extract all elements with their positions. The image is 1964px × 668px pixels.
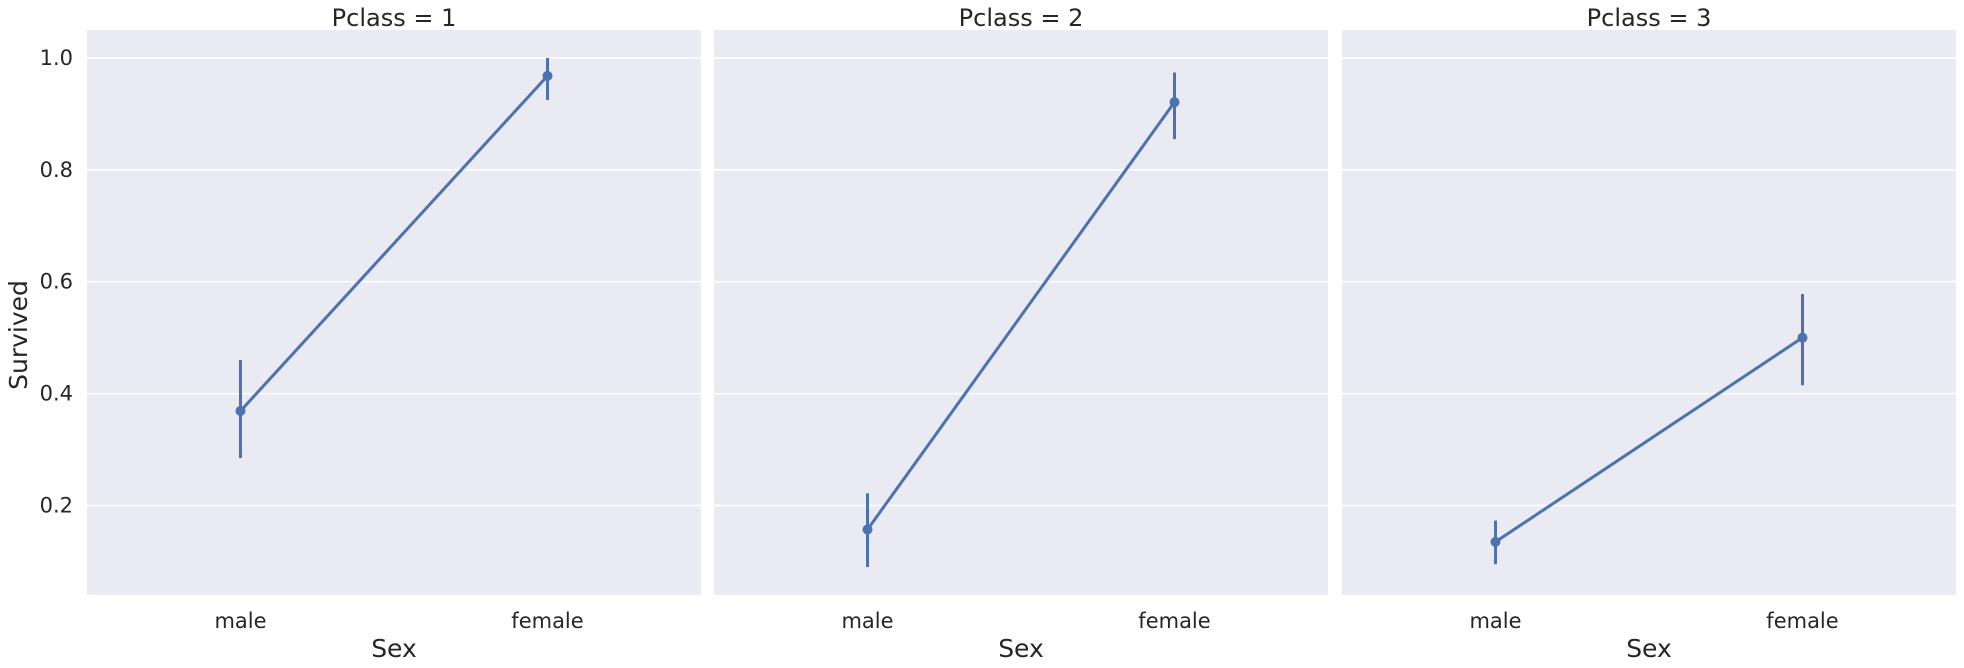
panel-title: Pclass = 3 [1587, 4, 1712, 32]
facet-panel-1: Pclass = 1 male female Sex 0.2 0.4 0.6 0.8 1.0 [40, 4, 701, 663]
plot-background [87, 30, 701, 595]
series-line [239, 74, 549, 413]
data-point-male [862, 524, 873, 535]
y-axis-label: Survived [4, 280, 33, 390]
x-tick-label: female [1138, 609, 1210, 633]
y-tick-label: 0.6 [40, 270, 73, 294]
data-point-female [542, 70, 553, 81]
x-tick-label: male [214, 609, 266, 633]
panel-title: Pclass = 2 [959, 4, 1084, 32]
series-line [1494, 336, 1804, 544]
x-axis-label: Sex [998, 634, 1044, 663]
plot-background [1342, 30, 1956, 595]
x-tick-label: female [1766, 609, 1838, 633]
facet-panel-3: Pclass = 3 male female Sex [1342, 4, 1956, 663]
x-tick-label: male [841, 609, 893, 633]
data-point-female [1797, 332, 1808, 343]
y-tick-label: 1.0 [40, 46, 73, 70]
data-point-male [235, 405, 246, 416]
y-tick-label: 0.2 [40, 493, 73, 517]
x-axis-label: Sex [1626, 634, 1672, 663]
data-point-female [1169, 97, 1180, 108]
y-tick-label: 0.4 [40, 382, 73, 406]
plot-background [714, 30, 1328, 595]
series-line [866, 100, 1176, 532]
x-tick-label: female [511, 609, 583, 633]
y-tick-label: 0.8 [40, 158, 73, 182]
data-point-male [1490, 536, 1501, 547]
x-axis-label: Sex [371, 634, 417, 663]
panel-title: Pclass = 1 [332, 4, 457, 32]
x-tick-label: male [1469, 609, 1521, 633]
facet-panel-2: Pclass = 2 male female Sex [714, 4, 1328, 663]
